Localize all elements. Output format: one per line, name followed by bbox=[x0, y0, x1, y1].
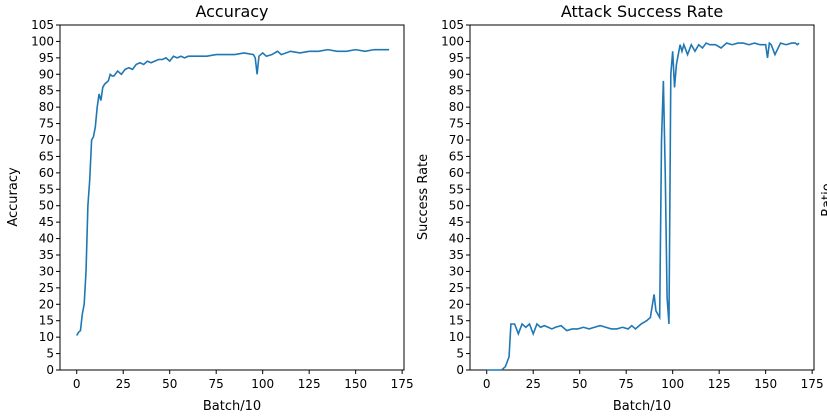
attack-success-rate-chart: Attack Success Rate 0 25 50 75 100 125 150 175 … bbox=[416, 2, 824, 414]
accuracy-x-tick-label: 150 bbox=[344, 377, 367, 391]
attack-success-rate-y-tick-label: 45 bbox=[449, 215, 464, 229]
attack-success-rate-x-tick-label: 25 bbox=[526, 377, 541, 391]
accuracy-x-tick-label: 100 bbox=[251, 377, 274, 391]
accuracy-y-tick-label: 95 bbox=[39, 51, 54, 65]
accuracy-y-tick-label: 55 bbox=[39, 182, 54, 196]
attack-success-rate-x-tick-label: 100 bbox=[661, 377, 684, 391]
attack-success-rate-y-tick-label: 60 bbox=[449, 166, 464, 180]
accuracy-x-ticks: 0 25 50 75 100 125 150 175 bbox=[73, 370, 414, 391]
attack-success-rate-y-tick-label: 10 bbox=[449, 330, 464, 344]
accuracy-y-tick-label: 25 bbox=[39, 281, 54, 295]
accuracy-y-tick-label: 40 bbox=[39, 232, 54, 246]
attack-success-rate-y-tick-label: 65 bbox=[449, 149, 464, 163]
accuracy-x-tick-label: 0 bbox=[73, 377, 81, 391]
accuracy-y-tick-label: 50 bbox=[39, 199, 54, 213]
accuracy-x-tick-label: 50 bbox=[162, 377, 177, 391]
attack-success-rate-x-tick-label: 125 bbox=[708, 377, 731, 391]
accuracy-y-tick-label: 30 bbox=[39, 264, 54, 278]
accuracy-y-axis-label: Accuracy bbox=[6, 167, 21, 227]
attack-success-rate-x-axis-label: Batch/10 bbox=[613, 399, 671, 414]
attack-success-rate-y-ticks: 0 5 10 15 20 25 30 35 40 45 50 55 60 65 70 75 80 85 90 95 10… bbox=[441, 18, 470, 377]
accuracy-y-tick-label: 100 bbox=[31, 34, 54, 48]
accuracy-y-ticks: 0 5 10 15 20 25 30 35 40 45 50 55 60 65 70 75 80 85 90 95 10… bbox=[31, 18, 60, 377]
accuracy-y-tick-label: 80 bbox=[39, 100, 54, 114]
attack-success-rate-x-tick-label: 175 bbox=[801, 377, 824, 391]
attack-success-rate-y-tick-label: 30 bbox=[449, 264, 464, 278]
attack-success-rate-y-tick-label: 0 bbox=[456, 363, 464, 377]
attack-success-rate-y-tick-label: 25 bbox=[449, 281, 464, 295]
attack-success-rate-y-tick-label: 70 bbox=[449, 133, 464, 147]
accuracy-chart: Accuracy 0 25 50 75 100 125 150 175 0 5 10 15 20 25 3… bbox=[6, 2, 414, 414]
accuracy-series-line bbox=[76, 48, 390, 336]
attack-success-rate-x-tick-label: 75 bbox=[619, 377, 634, 391]
attack-success-rate-chart-title: Attack Success Rate bbox=[561, 2, 723, 21]
attack-success-rate-y-tick-label: 90 bbox=[449, 67, 464, 81]
accuracy-y-tick-label: 70 bbox=[39, 133, 54, 147]
third-panel-y-axis-label: Ratio bbox=[820, 183, 827, 216]
accuracy-chart-title: Accuracy bbox=[195, 2, 268, 21]
attack-success-rate-y-tick-label: 75 bbox=[449, 117, 464, 131]
accuracy-y-tick-label: 10 bbox=[39, 330, 54, 344]
accuracy-y-tick-label: 90 bbox=[39, 67, 54, 81]
attack-success-rate-y-tick-label: 105 bbox=[441, 18, 464, 32]
attack-success-rate-y-tick-label: 80 bbox=[449, 100, 464, 114]
accuracy-x-tick-label: 25 bbox=[116, 377, 131, 391]
accuracy-y-tick-label: 5 bbox=[46, 347, 54, 361]
accuracy-y-tick-label: 105 bbox=[31, 18, 54, 32]
accuracy-y-tick-label: 85 bbox=[39, 84, 54, 98]
attack-success-rate-y-tick-label: 15 bbox=[449, 314, 464, 328]
attack-success-rate-x-ticks: 0 25 50 75 100 125 150 175 bbox=[483, 370, 824, 391]
accuracy-y-tick-label: 60 bbox=[39, 166, 54, 180]
accuracy-y-tick-label: 45 bbox=[39, 215, 54, 229]
attack-success-rate-x-tick-label: 150 bbox=[754, 377, 777, 391]
attack-success-rate-plot-frame bbox=[469, 24, 815, 371]
attack-success-rate-x-tick-label: 50 bbox=[572, 377, 587, 391]
attack-success-rate-x-tick-label: 0 bbox=[483, 377, 491, 391]
attack-success-rate-y-tick-label: 5 bbox=[456, 347, 464, 361]
accuracy-y-tick-label: 75 bbox=[39, 117, 54, 131]
attack-success-rate-y-tick-label: 35 bbox=[449, 248, 464, 262]
accuracy-y-tick-label: 15 bbox=[39, 314, 54, 328]
accuracy-y-tick-label: 35 bbox=[39, 248, 54, 262]
attack-success-rate-series-line bbox=[486, 41, 800, 371]
accuracy-y-tick-label: 0 bbox=[46, 363, 54, 377]
attack-success-rate-y-tick-label: 40 bbox=[449, 232, 464, 246]
attack-success-rate-y-axis-label: Success Rate bbox=[416, 154, 431, 240]
attack-success-rate-y-tick-label: 100 bbox=[441, 34, 464, 48]
accuracy-x-tick-label: 175 bbox=[391, 377, 414, 391]
accuracy-x-tick-label: 75 bbox=[209, 377, 224, 391]
attack-success-rate-y-tick-label: 85 bbox=[449, 84, 464, 98]
accuracy-y-tick-label: 20 bbox=[39, 297, 54, 311]
attack-success-rate-y-tick-label: 50 bbox=[449, 199, 464, 213]
attack-success-rate-y-tick-label: 95 bbox=[449, 51, 464, 65]
attack-success-rate-y-tick-label: 20 bbox=[449, 297, 464, 311]
accuracy-y-tick-label: 65 bbox=[39, 149, 54, 163]
attack-success-rate-y-tick-label: 55 bbox=[449, 182, 464, 196]
accuracy-x-tick-label: 125 bbox=[298, 377, 321, 391]
accuracy-x-axis-label: Batch/10 bbox=[203, 399, 261, 414]
accuracy-plot-frame bbox=[59, 24, 405, 371]
